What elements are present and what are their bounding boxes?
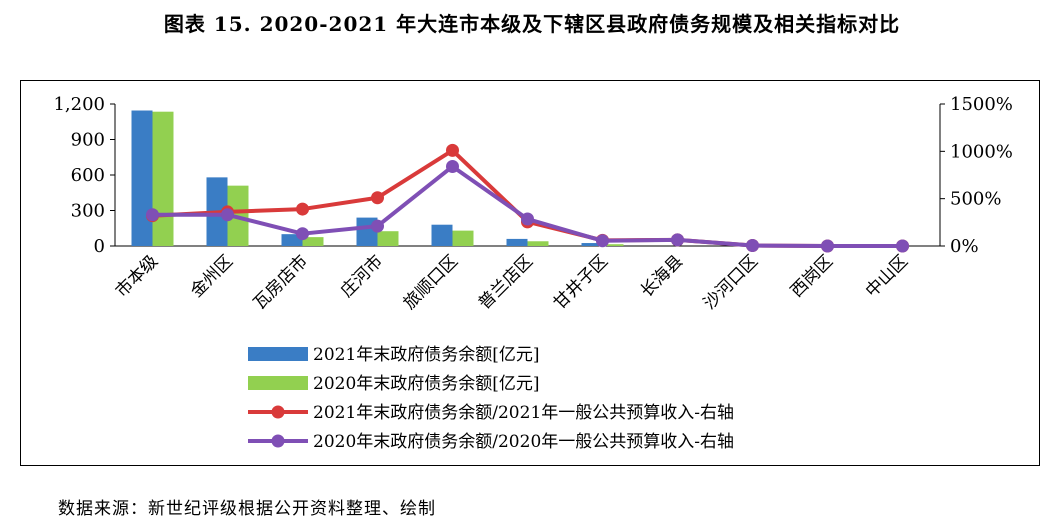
line-point-2020 [296,227,309,241]
line-series-2021 [152,148,903,248]
bar-2020 [377,231,399,246]
category-label: 庄河市 [337,251,387,301]
line-point-2020 [671,233,684,247]
legend-swatch-bar [248,347,308,361]
line-point-2021 [446,143,459,157]
legend-swatch-marker [271,434,285,448]
category-label: 沙河口区 [700,251,762,313]
line-point-2020 [896,239,909,253]
bar-2020 [152,111,174,246]
line-series-2020 [152,164,903,248]
line-point-2020 [521,212,534,226]
right-tick-label: 0% [950,236,979,257]
line-point-2020 [746,239,759,253]
category-label: 普兰店区 [475,251,537,313]
chart-area: 0 300 600 900 1,200 0% 500% 1000% 1500% 市本级 金州区 瓦房店… [53,94,1013,452]
category-label: 西岗区 [787,251,837,301]
chart-frame [20,80,1040,466]
legend-label: 2020年末政府债务余额/2020年一般公共预算收入-右轴 [313,432,734,452]
bar-2020 [602,244,624,246]
legend-label: 2020年末政府债务余额[亿元] [313,374,540,394]
left-tick-label: 1,200 [53,94,105,115]
line-point-2021 [371,191,384,205]
bar-2021 [131,110,153,246]
category-label: 甘井子区 [550,251,612,313]
source-note: 数据来源：新世纪评级根据公开资料整理、绘制 [58,499,436,519]
line-point-2020 [146,208,159,222]
bar-2020 [527,241,549,246]
chart-title: 图表 15. 2020-2021 年大连市本级及下辖区县政府债务规模及相关指标对… [163,12,901,36]
category-label: 瓦房店市 [250,251,312,313]
category-label: 旅顺口区 [400,251,462,313]
line-point-2020 [221,208,234,222]
left-tick-label: 600 [71,165,105,186]
left-tick-label: 0 [94,236,105,257]
line-point-2020 [446,159,459,173]
category-label: 长海县 [637,251,687,301]
right-tick-label: 500% [950,189,1001,210]
right-tick-label: 1000% [950,141,1013,162]
left-tick-label: 900 [71,130,105,151]
bar-2020 [452,230,474,246]
legend-label: 2021年末政府债务余额/2021年一般公共预算收入-右轴 [313,403,734,423]
line-point-2020 [821,239,834,253]
bar-2021 [506,238,528,246]
bar-2021 [281,234,303,246]
bar-2021 [431,224,453,246]
category-label: 市本级 [112,251,162,301]
bar-2021 [581,243,603,246]
line-point-2020 [371,219,384,233]
category-label: 中山区 [862,251,912,301]
line-point-2021 [296,202,309,216]
category-label: 金州区 [187,251,237,301]
legend-swatch-bar [248,376,308,390]
right-tick-label: 1500% [950,94,1013,115]
legend-swatch-marker [271,405,285,419]
legend-label: 2021年末政府债务余额[亿元] [313,345,540,365]
left-tick-label: 300 [71,201,105,222]
line-point-2020 [596,234,609,248]
bar-2020 [302,237,324,246]
